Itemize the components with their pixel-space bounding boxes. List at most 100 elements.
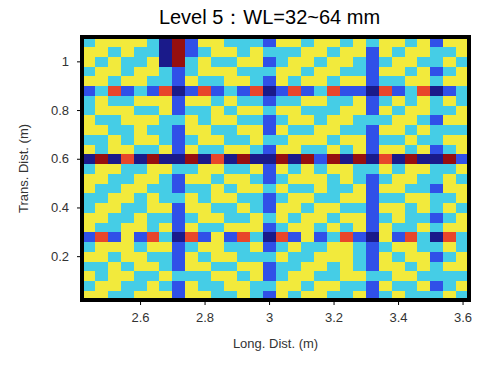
cell	[211, 242, 224, 252]
cell	[198, 222, 211, 232]
cell	[340, 271, 353, 281]
cell	[327, 66, 340, 76]
cell	[250, 86, 263, 96]
cell	[288, 193, 301, 203]
cell	[443, 154, 456, 164]
cell	[147, 203, 160, 213]
cell	[147, 115, 160, 125]
x-axis: 2.62.833.23.43.6	[83, 300, 473, 325]
cell	[276, 173, 289, 183]
tick: 0.6	[51, 151, 82, 166]
cell	[95, 105, 108, 115]
cell	[379, 76, 392, 86]
cell	[250, 251, 263, 261]
cell	[198, 281, 211, 291]
cell	[314, 203, 327, 213]
cell	[314, 251, 327, 261]
cell	[379, 251, 392, 261]
cell	[172, 95, 185, 105]
cell	[82, 271, 95, 281]
cell	[134, 125, 147, 135]
cell	[430, 134, 443, 144]
cell	[198, 144, 211, 154]
cell	[443, 222, 456, 232]
cell	[250, 56, 263, 66]
cell	[276, 212, 289, 222]
cell	[392, 271, 405, 281]
cell	[353, 203, 366, 213]
cell	[405, 47, 418, 57]
cell	[159, 164, 172, 174]
cell	[366, 56, 379, 66]
cell	[392, 193, 405, 203]
cell	[172, 251, 185, 261]
cell	[405, 134, 418, 144]
cell	[288, 203, 301, 213]
cell	[379, 164, 392, 174]
cell	[95, 144, 108, 154]
cell	[301, 47, 314, 57]
cell	[198, 66, 211, 76]
cell	[366, 164, 379, 174]
cell	[405, 183, 418, 193]
cell	[237, 56, 250, 66]
cell	[392, 261, 405, 271]
cell	[237, 212, 250, 222]
cell	[121, 105, 134, 115]
cell	[108, 134, 121, 144]
cell	[134, 154, 147, 164]
tick-label: 3	[266, 310, 273, 325]
cell	[237, 193, 250, 203]
cell	[379, 193, 392, 203]
cell	[108, 105, 121, 115]
cell	[198, 271, 211, 281]
cell	[211, 173, 224, 183]
cell	[108, 222, 121, 232]
cell	[288, 164, 301, 174]
cell	[172, 105, 185, 115]
cell	[417, 242, 430, 252]
cell	[353, 125, 366, 135]
cell	[82, 56, 95, 66]
cell	[392, 76, 405, 86]
cell	[82, 203, 95, 213]
cell	[198, 134, 211, 144]
cell	[95, 222, 108, 232]
cell	[237, 66, 250, 76]
cell	[301, 212, 314, 222]
cell	[159, 183, 172, 193]
cell	[121, 144, 134, 154]
cell	[392, 232, 405, 242]
cell	[263, 47, 276, 57]
cell	[327, 76, 340, 86]
cell	[276, 222, 289, 232]
cell	[430, 47, 443, 57]
cell	[211, 193, 224, 203]
cell	[366, 125, 379, 135]
cell	[353, 193, 366, 203]
cell	[95, 115, 108, 125]
cell	[121, 203, 134, 213]
cell	[172, 232, 185, 242]
cell	[250, 173, 263, 183]
cell	[417, 183, 430, 193]
cell	[82, 173, 95, 183]
cell	[224, 222, 237, 232]
cell	[198, 164, 211, 174]
cell	[314, 86, 327, 96]
cell	[443, 105, 456, 115]
cell	[301, 183, 314, 193]
cell	[211, 144, 224, 154]
cell	[430, 222, 443, 232]
cell	[417, 95, 430, 105]
cell	[263, 95, 276, 105]
cell	[121, 95, 134, 105]
cell	[379, 183, 392, 193]
cell	[288, 183, 301, 193]
cell	[340, 105, 353, 115]
cell	[392, 95, 405, 105]
cell	[108, 203, 121, 213]
cell	[314, 115, 327, 125]
cell	[392, 105, 405, 115]
cell	[250, 125, 263, 135]
